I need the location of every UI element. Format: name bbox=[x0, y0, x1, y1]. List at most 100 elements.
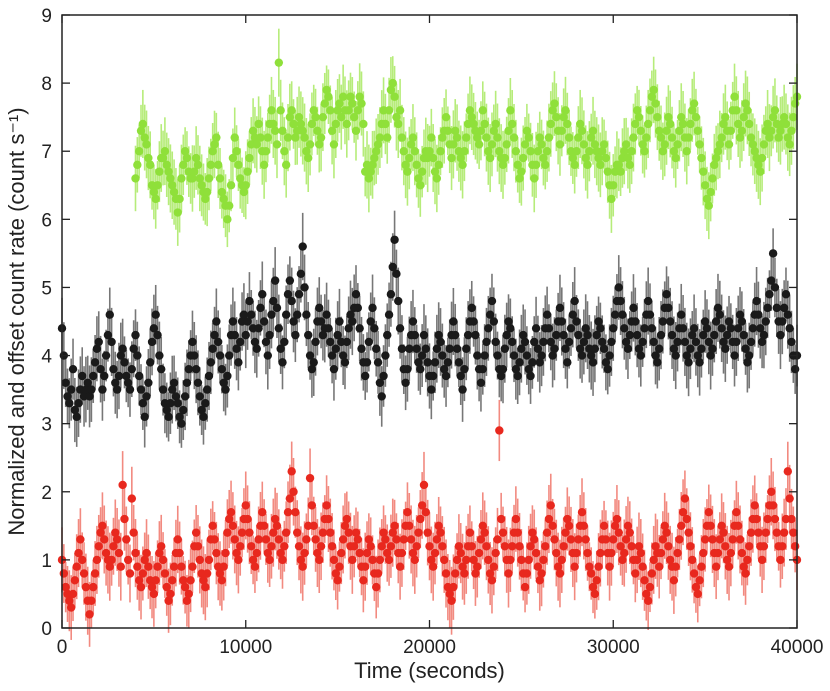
data-point bbox=[258, 290, 267, 299]
data-point bbox=[770, 106, 780, 115]
data-point bbox=[745, 542, 754, 551]
data-point bbox=[59, 569, 69, 578]
data-point bbox=[691, 582, 701, 592]
data-point bbox=[155, 351, 164, 360]
data-point bbox=[715, 140, 725, 149]
data-point bbox=[506, 106, 515, 115]
data-point bbox=[337, 112, 346, 122]
data-point bbox=[474, 548, 484, 558]
x-tick-label: 40000 bbox=[771, 637, 824, 658]
data-point bbox=[212, 548, 221, 558]
data-point bbox=[708, 344, 717, 353]
data-point bbox=[522, 126, 532, 135]
data-point bbox=[513, 371, 522, 381]
data-point bbox=[654, 562, 664, 571]
data-point bbox=[188, 174, 197, 183]
data-point bbox=[732, 106, 741, 115]
data-point bbox=[304, 153, 313, 163]
data-point bbox=[607, 194, 616, 204]
data-point bbox=[302, 535, 311, 544]
data-point bbox=[210, 330, 219, 340]
x-tick-label: 20000 bbox=[403, 637, 456, 658]
data-point bbox=[757, 153, 767, 163]
data-point bbox=[195, 555, 205, 565]
data-point bbox=[759, 542, 769, 551]
data-point bbox=[298, 126, 307, 135]
data-point bbox=[669, 344, 679, 353]
data-point bbox=[342, 119, 352, 129]
data-point bbox=[384, 310, 394, 319]
data-point bbox=[456, 548, 465, 558]
data-point bbox=[133, 160, 142, 170]
data-point bbox=[458, 385, 467, 394]
data-point bbox=[542, 310, 552, 319]
data-point bbox=[236, 542, 245, 551]
data-point bbox=[440, 364, 449, 374]
data-point bbox=[467, 542, 476, 551]
data-point bbox=[153, 181, 162, 190]
data-point bbox=[315, 303, 324, 313]
data-point bbox=[78, 555, 87, 565]
data-point bbox=[223, 371, 232, 381]
data-point bbox=[388, 78, 397, 88]
data-point bbox=[254, 324, 263, 333]
data-point bbox=[574, 133, 583, 142]
y-tick-label: 5 bbox=[41, 278, 52, 299]
data-point bbox=[283, 508, 293, 517]
data-point bbox=[726, 324, 736, 333]
data-point bbox=[300, 133, 309, 142]
data-point bbox=[587, 351, 596, 360]
data-point bbox=[476, 535, 486, 544]
data-point bbox=[173, 399, 182, 408]
data-point bbox=[489, 562, 499, 571]
data-point bbox=[208, 344, 217, 353]
data-point bbox=[120, 514, 129, 524]
data-point bbox=[428, 562, 438, 571]
data-point bbox=[566, 324, 576, 333]
data-point bbox=[537, 140, 546, 149]
data-point bbox=[311, 535, 320, 544]
data-point bbox=[118, 344, 127, 353]
data-point bbox=[360, 562, 370, 571]
data-point bbox=[395, 106, 405, 115]
data-point bbox=[531, 548, 541, 558]
data-point bbox=[471, 569, 480, 578]
data-point bbox=[768, 501, 778, 510]
data-point bbox=[191, 153, 201, 163]
data-point bbox=[482, 133, 491, 142]
data-point bbox=[324, 514, 333, 524]
data-point bbox=[737, 548, 747, 558]
data-point bbox=[357, 344, 366, 353]
data-point bbox=[702, 324, 712, 333]
data-point bbox=[507, 542, 517, 551]
data-point bbox=[559, 330, 568, 340]
data-point bbox=[386, 290, 396, 299]
points-layer bbox=[57, 58, 802, 619]
data-point bbox=[713, 303, 723, 313]
data-point bbox=[519, 153, 528, 163]
data-point bbox=[491, 548, 500, 558]
y-tick-label: 2 bbox=[41, 483, 52, 504]
data-point bbox=[458, 160, 467, 170]
data-point bbox=[730, 351, 739, 360]
data-point bbox=[607, 548, 616, 558]
data-point bbox=[294, 112, 304, 122]
data-point bbox=[351, 290, 361, 299]
data-point bbox=[81, 582, 91, 592]
data-point bbox=[232, 344, 241, 353]
data-point bbox=[783, 133, 793, 142]
data-point bbox=[653, 358, 662, 367]
data-point bbox=[225, 514, 234, 524]
data-point bbox=[368, 303, 377, 313]
data-point bbox=[666, 555, 675, 565]
data-point bbox=[513, 528, 522, 537]
data-point bbox=[539, 555, 548, 565]
data-point bbox=[620, 548, 629, 558]
data-point bbox=[625, 160, 634, 170]
data-point bbox=[638, 337, 647, 347]
data-point bbox=[684, 133, 693, 142]
data-point bbox=[440, 555, 449, 565]
data-point bbox=[259, 317, 269, 326]
data-point bbox=[134, 576, 144, 585]
data-point bbox=[700, 535, 710, 544]
